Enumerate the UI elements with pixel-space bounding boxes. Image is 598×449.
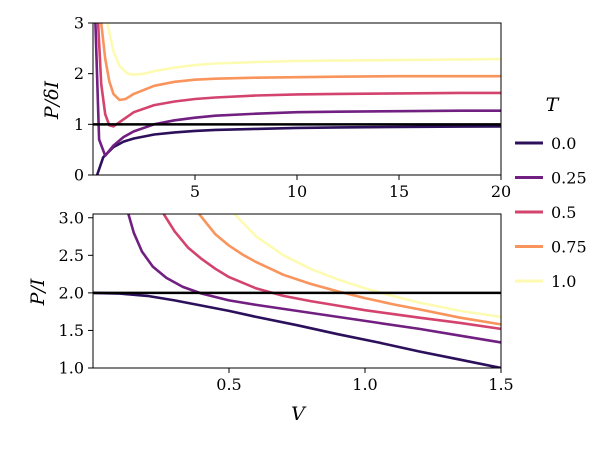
bottom-plot-frame xyxy=(92,213,502,369)
bottom-x-axis-label: V xyxy=(291,403,307,425)
y-tick-label: 0 xyxy=(74,166,84,185)
series-line-0-4 xyxy=(106,23,501,76)
y-tick-label: 2 xyxy=(74,64,84,83)
y-tick-label: 1.0 xyxy=(59,359,84,378)
legend-label: 0.25 xyxy=(551,169,587,188)
series-line-1-0 xyxy=(93,291,501,368)
series-line-0-2 xyxy=(96,23,501,128)
bottom-y-axis-label: P/I xyxy=(27,278,49,306)
top-y-axis-label: P/δI xyxy=(41,80,63,120)
y-tick-label: 1 xyxy=(74,115,84,134)
legend-label: 0.5 xyxy=(551,203,576,222)
x-tick-label: 1.0 xyxy=(352,375,377,394)
x-tick-label: 5 xyxy=(190,182,200,201)
x-tick-label: 15 xyxy=(389,182,409,201)
x-tick-label: 0.5 xyxy=(216,375,241,394)
top-panel: 5 10 15 20 0 1 2 3 P/δI xyxy=(41,14,511,202)
x-tick-label: 20 xyxy=(491,182,511,201)
series-line-1-1 xyxy=(127,214,501,344)
top-plot-frame xyxy=(92,22,502,176)
legend-label: 0.75 xyxy=(551,238,587,257)
y-tick-label: 1.5 xyxy=(59,321,84,340)
y-tick-label: 2.5 xyxy=(59,246,84,265)
y-tick-label: 2.0 xyxy=(59,283,84,302)
series-line-1-3 xyxy=(198,214,501,326)
legend-label: 0.0 xyxy=(551,134,576,153)
legend-title: T xyxy=(546,94,560,116)
legend-label: 1.0 xyxy=(551,272,576,291)
bottom-ticks: 0.5 1.0 1.5 1.0 1.5 2.0 2.5 3.0 xyxy=(59,208,514,394)
bottom-series-group xyxy=(93,214,501,368)
x-tick-label: 1.5 xyxy=(488,375,513,394)
series-line-0-1 xyxy=(94,23,501,157)
legend-items: 0.0 0.25 0.5 0.75 1.0 xyxy=(515,134,587,291)
y-tick-label: 3.0 xyxy=(59,208,84,227)
series-line-0-3 xyxy=(99,23,501,102)
top-ticks: 5 10 15 20 0 1 2 3 xyxy=(74,14,511,202)
x-tick-label: 10 xyxy=(287,182,307,201)
top-series-group xyxy=(94,23,501,175)
legend: T 0.0 0.25 0.5 0.75 1.0 xyxy=(515,94,587,291)
series-line-0-0 xyxy=(95,125,501,175)
y-tick-label: 3 xyxy=(74,14,84,33)
series-line-1-2 xyxy=(162,214,501,331)
bottom-panel: 0.5 1.0 1.5 1.0 1.5 2.0 2.5 3.0 P/I V xyxy=(27,208,514,425)
series-line-1-4 xyxy=(233,214,501,319)
